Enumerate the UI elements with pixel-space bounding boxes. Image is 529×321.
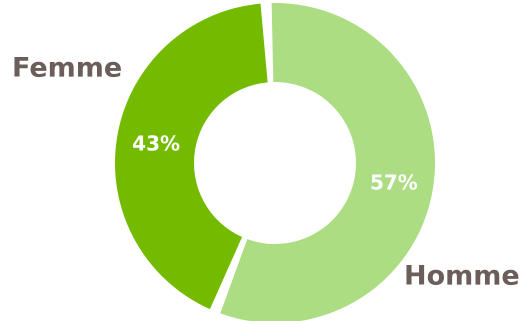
- category-label-homme: Homme: [404, 261, 520, 292]
- value-label-femme: 43%: [132, 131, 180, 155]
- value-label-homme: 57%: [370, 171, 418, 195]
- category-label-femme: Femme: [12, 53, 122, 84]
- slice-group: [114, 3, 435, 321]
- slice-femme[interactable]: [114, 3, 268, 310]
- slice-homme[interactable]: [220, 3, 435, 321]
